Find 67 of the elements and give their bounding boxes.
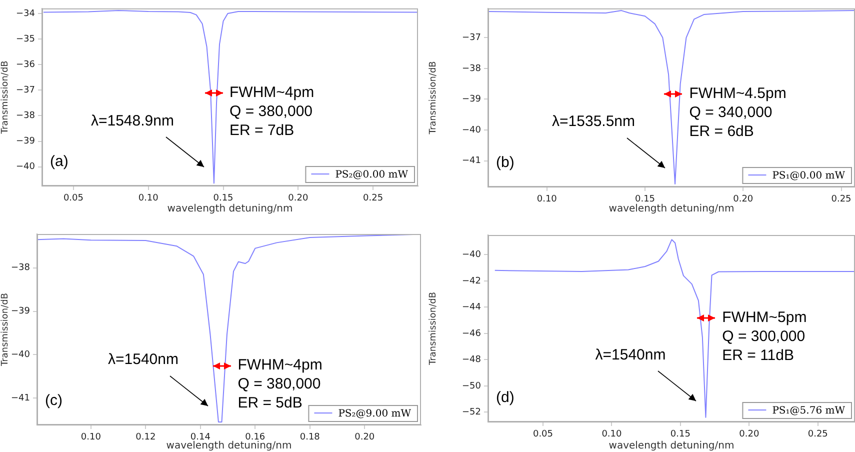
x-tick-label: 0.10	[602, 430, 622, 440]
y-tick-label: −41	[11, 393, 30, 404]
x-tick-label: 0.20	[354, 432, 375, 443]
y-tick-label: −38	[462, 64, 482, 74]
y-tick-label: −36	[16, 60, 36, 70]
y-tick-label: −37	[462, 32, 481, 43]
y-tick-label: −38	[16, 111, 36, 122]
annotation: FWHM~4pm Q = 380,000 ER = 5dB	[238, 356, 322, 412]
y-axis-title: Transmission/dB	[0, 292, 11, 368]
x-tick-label: 0.05	[532, 430, 554, 440]
x-tick-label: 0.10	[138, 194, 159, 204]
annotation: FWHM~4pm Q = 380,000 ER = 7dB	[230, 84, 314, 139]
x-tick-label: 0.15	[213, 194, 234, 204]
y-tick-label: −41	[462, 156, 481, 166]
x-tick-label: 0.20	[733, 194, 754, 205]
y-tick-label: −40	[462, 250, 482, 260]
y-tick-label: −50	[462, 381, 482, 392]
x-axis-title: wavelength detuning/nm	[608, 204, 734, 215]
x-tick-label: 0.14	[190, 432, 211, 443]
legend-label: PS₁@5.76 mW	[772, 406, 846, 417]
annotation: λ=1535.5nm	[552, 113, 636, 130]
x-tick-label: 0.18	[300, 432, 320, 443]
legend-label: PS₂@0.00 mW	[335, 170, 409, 181]
annotation: (c)	[45, 392, 62, 410]
y-tick-label: −39	[462, 94, 482, 105]
y-tick-label: −39	[11, 306, 30, 317]
x-tick-label: 0.15	[670, 430, 690, 440]
y-tick-label: −38	[11, 263, 30, 274]
x-tick-label: 0.10	[80, 432, 102, 443]
y-axis-title: Transmission/dB	[428, 61, 439, 136]
annotation: λ=1540nm	[108, 351, 178, 368]
x-tick-label: 0.20	[739, 430, 760, 440]
annotation: (d)	[496, 389, 514, 406]
x-tick-label: 0.25	[363, 194, 384, 204]
x-tick-label: 0.10	[536, 194, 558, 205]
annotation: (a)	[50, 153, 68, 170]
x-axis-title: wavelength detuning/nm	[167, 204, 293, 215]
x-tick-label: 0.25	[831, 194, 852, 205]
y-tick-label: −37	[16, 86, 35, 96]
y-tick-label: −39	[16, 136, 36, 147]
legend-label: PS₁@0.00 mW	[772, 170, 846, 182]
annotation: (b)	[496, 154, 514, 172]
y-tick-label: −46	[462, 328, 482, 339]
y-axis-title: Transmission/dB	[428, 292, 439, 366]
x-tick-label: 0.15	[634, 194, 656, 205]
annotation: FWHM~5pm Q = 300,000 ER = 11dB	[722, 308, 807, 364]
annotation: λ=1540nm	[595, 346, 666, 364]
legend-label: PS₂@9.00 mW	[338, 408, 412, 420]
annotation: λ=1548.9nm	[90, 112, 174, 130]
x-tick-label: 0.25	[808, 430, 828, 440]
x-tick-label: 0.12	[136, 432, 156, 443]
annotation: FWHM~4.5pm Q = 340,000 ER = 6dB	[689, 84, 786, 140]
y-tick-label: −40	[11, 350, 30, 360]
y-tick-label: −40	[462, 125, 482, 136]
y-tick-label: −35	[16, 34, 35, 44]
x-tick-label: 0.16	[245, 432, 266, 443]
x-axis-title: wavelength detuning/nm	[608, 440, 734, 452]
x-tick-label: 0.05	[63, 194, 84, 204]
y-tick-label: −42	[462, 276, 481, 286]
y-tick-label: −34	[16, 8, 36, 19]
y-tick-label: −40	[16, 162, 36, 172]
y-tick-label: −44	[462, 302, 482, 313]
y-axis-title: Transmission/dB	[0, 60, 11, 135]
y-tick-label: −48	[462, 355, 482, 366]
x-axis-title: wavelength detuning/nm	[166, 440, 292, 452]
x-tick-label: 0.20	[288, 194, 308, 204]
y-tick-label: −52	[462, 408, 481, 418]
